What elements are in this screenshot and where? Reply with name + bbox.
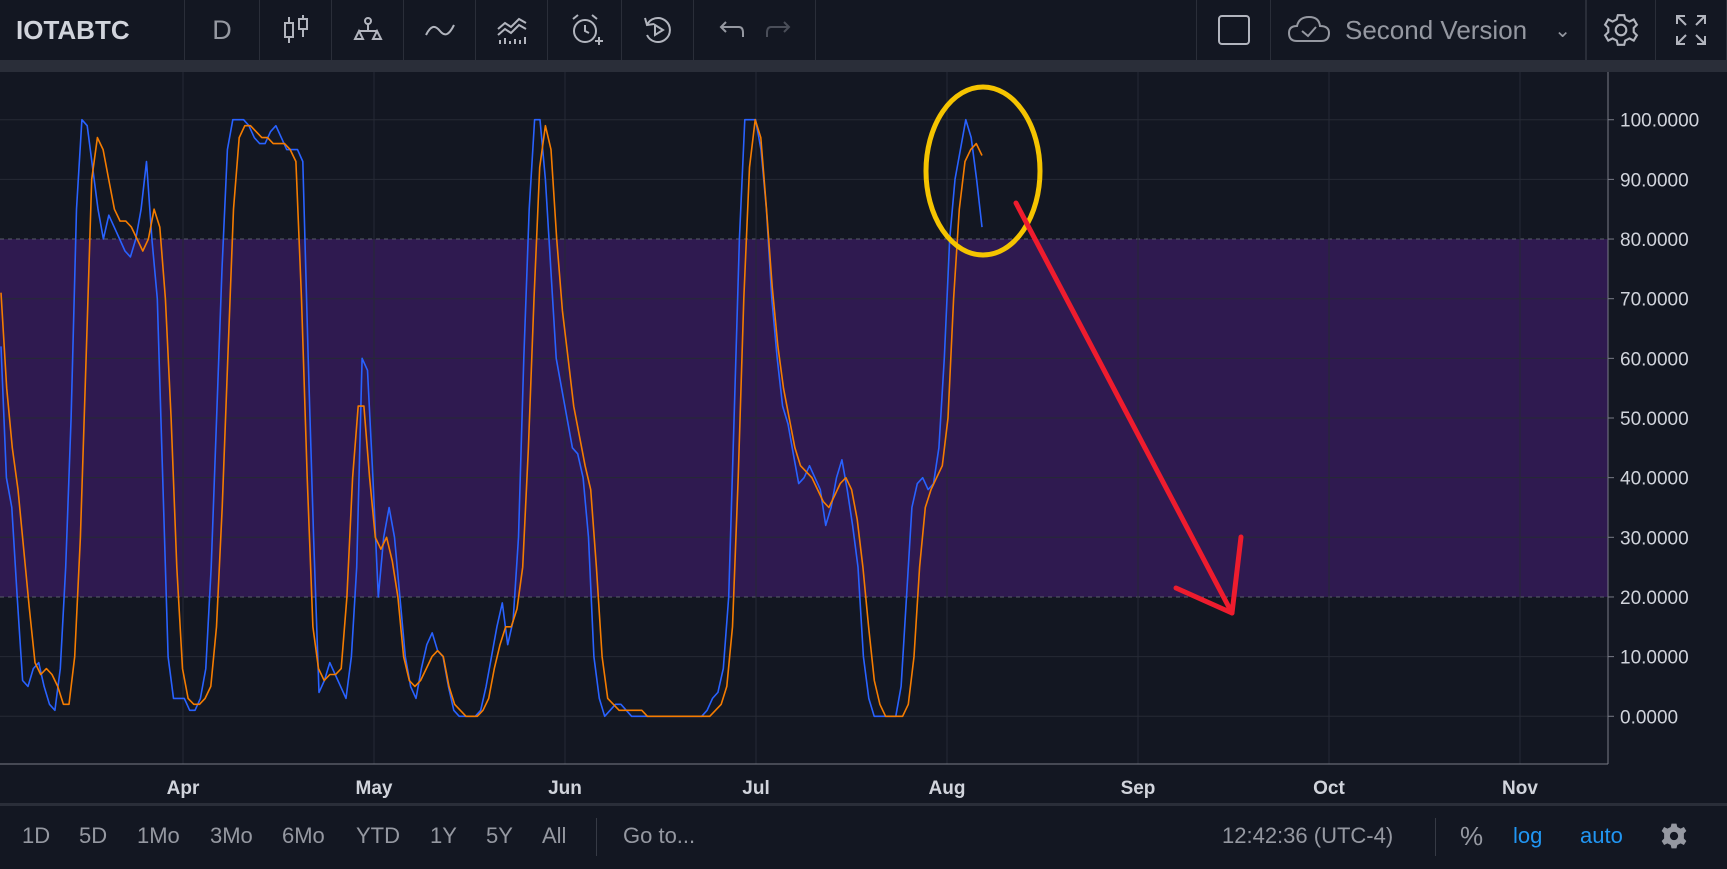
range-5d-button[interactable]: 5D	[79, 823, 108, 848]
y-tick-label: 80.0000	[1620, 230, 1689, 251]
bottom-toolbar: 1D 5D 1Mo 3Mo 6Mo YTD 1Y 5Y All Go to...…	[0, 803, 1727, 869]
highlight-ellipse-drawing[interactable]	[923, 84, 1043, 258]
cloud-save-icon	[1287, 15, 1331, 42]
stoch-k-line	[0, 118, 983, 718]
y-tick-label: 30.0000	[1620, 528, 1689, 549]
undo-icon	[719, 21, 744, 37]
x-tick-label: Oct	[1313, 778, 1345, 799]
x-tick-label: Aug	[929, 778, 966, 799]
top-toolbar: IOTABTC D	[0, 0, 1727, 66]
chart-pane[interactable]: 100.0000 90.0000 80.0000 70.0000 60.0000 50.0…	[0, 72, 1727, 803]
compare-button[interactable]	[332, 0, 404, 60]
replay-icon	[643, 17, 671, 43]
divider	[596, 818, 597, 856]
x-tick-label: Nov	[1502, 778, 1538, 799]
indicators-icon	[424, 24, 455, 36]
y-tick-label: 10.0000	[1620, 648, 1689, 669]
range-3mo-button[interactable]: 3Mo	[210, 823, 253, 848]
y-tick-label: 60.0000	[1620, 349, 1689, 370]
y-tick-label: 50.0000	[1620, 409, 1689, 430]
x-tick-label: Jun	[548, 778, 582, 799]
range-1mo-button[interactable]: 1Mo	[137, 823, 180, 848]
x-tick-label: Apr	[167, 778, 200, 799]
range-5y-button[interactable]: 5Y	[486, 823, 513, 848]
y-tick-label: 20.0000	[1620, 588, 1689, 609]
log-scale-toggle[interactable]: log	[1513, 823, 1543, 848]
range-1d-button[interactable]: 1D	[22, 823, 51, 848]
interval-button[interactable]: D	[185, 0, 260, 60]
x-tick-label: May	[356, 778, 393, 799]
financials-icon	[496, 17, 526, 44]
y-tick-label: 70.0000	[1620, 290, 1689, 311]
range-all-button[interactable]: All	[542, 823, 567, 848]
goto-button[interactable]: Go to...	[623, 823, 696, 848]
arrow-head-drawing[interactable]	[1173, 534, 1244, 616]
x-tick-label: Sep	[1121, 778, 1156, 799]
range-1y-button[interactable]: 1Y	[430, 823, 457, 848]
x-tick-label: Jul	[742, 778, 769, 799]
y-tick-label: 100.0000	[1620, 111, 1699, 132]
alert-icon	[571, 14, 603, 45]
indicators-button[interactable]	[404, 0, 476, 60]
gear-icon	[1661, 823, 1687, 849]
chart-properties-button[interactable]	[1660, 806, 1688, 866]
y-tick-label: 90.0000	[1620, 170, 1689, 191]
layout-menu-button[interactable]: Second Version ⌄	[1271, 0, 1586, 60]
y-tick-label: 0.0000	[1620, 707, 1678, 728]
layout-name: Second Version	[1345, 14, 1528, 45]
financials-button[interactable]	[476, 0, 548, 60]
replay-button[interactable]	[622, 0, 694, 60]
stoch-d-line	[0, 118, 983, 718]
alert-button[interactable]	[550, 0, 622, 60]
fullscreen-icon	[1676, 15, 1706, 45]
settings-button[interactable]	[1586, 0, 1656, 60]
percent-scale-toggle[interactable]: %	[1460, 820, 1484, 851]
gear-icon	[1603, 14, 1639, 46]
auto-scale-toggle[interactable]: auto	[1580, 823, 1623, 848]
redo-icon	[765, 21, 790, 37]
save-square-button[interactable]	[1196, 0, 1271, 60]
compare-icon	[352, 17, 383, 40]
redo-button[interactable]	[744, 0, 816, 60]
chevron-down-icon: ⌄	[1554, 19, 1571, 42]
save-square-icon	[1217, 15, 1250, 45]
down-arrow-drawing[interactable]	[1013, 200, 1235, 616]
symbol-search-button[interactable]: IOTABTC	[0, 0, 185, 60]
stochastic-rsi-chart[interactable]: 100.0000 90.0000 80.0000 70.0000 60.0000 50.0…	[0, 72, 1727, 803]
divider	[1435, 818, 1436, 856]
timezone-clock[interactable]: 12:42:36 (UTC-4)	[1222, 823, 1394, 848]
range-6mo-button[interactable]: 6Mo	[282, 823, 325, 848]
candles-icon	[283, 15, 308, 43]
range-ytd-button[interactable]: YTD	[356, 823, 400, 848]
fullscreen-button[interactable]	[1656, 0, 1727, 60]
undo-button[interactable]	[694, 0, 766, 60]
chart-type-button[interactable]	[260, 0, 332, 60]
y-tick-label: 40.0000	[1620, 469, 1689, 490]
